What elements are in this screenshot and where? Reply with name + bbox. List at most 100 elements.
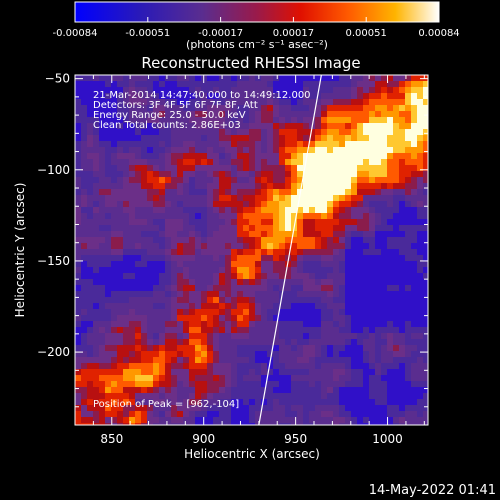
heatmap-cell: [135, 357, 141, 363]
heatmap-cell: [393, 141, 399, 147]
heatmap-cell: [153, 279, 159, 285]
colorbar-units: (photons cm⁻² s⁻¹ asec⁻²): [186, 38, 328, 51]
heatmap-cell: [369, 231, 375, 237]
heatmap-cell: [99, 75, 105, 81]
heatmap-cell: [273, 357, 279, 363]
heatmap-cell: [363, 255, 369, 261]
heatmap-cell: [369, 309, 375, 315]
heatmap-cell: [237, 171, 243, 177]
heatmap-cell: [351, 375, 357, 381]
heatmap-cell: [207, 399, 213, 405]
heatmap-cell: [105, 207, 111, 213]
heatmap-cell: [123, 309, 129, 315]
heatmap-cell: [357, 411, 363, 417]
heatmap-cell: [177, 231, 183, 237]
chart-title: Reconstructed RHESSI Image: [141, 54, 360, 72]
heatmap-cell: [327, 417, 333, 423]
heatmap-cell: [87, 369, 93, 375]
heatmap-cell: [291, 105, 297, 111]
heatmap-cell: [159, 357, 165, 363]
heatmap-cell: [405, 411, 411, 417]
heatmap-cell: [285, 249, 291, 255]
heatmap-cell: [183, 81, 189, 87]
heatmap-cell: [297, 363, 303, 369]
heatmap-cell: [267, 135, 273, 141]
heatmap-cell: [213, 387, 219, 393]
heatmap-cell: [369, 219, 375, 225]
heatmap-cell: [255, 201, 261, 207]
heatmap-cell: [333, 273, 339, 279]
heatmap-cell: [375, 291, 381, 297]
heatmap-cell: [273, 243, 279, 249]
heatmap-cell: [261, 99, 267, 105]
heatmap-cell: [423, 327, 428, 333]
heatmap-cell: [165, 171, 171, 177]
heatmap-cell: [357, 237, 363, 243]
heatmap-cell: [225, 387, 231, 393]
heatmap-cell: [183, 321, 189, 327]
heatmap-cell: [321, 387, 327, 393]
heatmap-cell: [249, 171, 255, 177]
heatmap-cell: [105, 369, 111, 375]
heatmap-cell: [273, 303, 279, 309]
heatmap-cell: [387, 105, 393, 111]
heatmap-cell: [297, 243, 303, 249]
heatmap-cell: [279, 183, 285, 189]
heatmap-cell: [105, 267, 111, 273]
heatmap-cell: [189, 117, 195, 123]
heatmap-cell: [129, 285, 135, 291]
heatmap-cell: [333, 381, 339, 387]
heatmap-cell: [315, 411, 321, 417]
heatmap-cell: [105, 393, 111, 399]
heatmap-cell: [129, 111, 135, 117]
heatmap-cell: [243, 171, 249, 177]
heatmap-cell: [339, 183, 345, 189]
heatmap-cell: [219, 417, 225, 423]
heatmap-cell: [279, 363, 285, 369]
heatmap-cell: [243, 351, 249, 357]
heatmap-cell: [243, 183, 249, 189]
heatmap-cell: [393, 201, 399, 207]
heatmap-cell: [393, 129, 399, 135]
heatmap-cell: [303, 399, 309, 405]
heatmap-cell: [87, 87, 93, 93]
heatmap-cell: [279, 147, 285, 153]
heatmap-cell: [387, 333, 393, 339]
heatmap-cell: [375, 369, 381, 375]
heatmap-cell: [183, 417, 189, 423]
heatmap-cell: [165, 213, 171, 219]
heatmap-cell: [237, 363, 243, 369]
heatmap-cell: [177, 267, 183, 273]
heatmap-cell: [411, 147, 417, 153]
heatmap-cell: [303, 351, 309, 357]
heatmap-cell: [231, 153, 237, 159]
heatmap-cell: [363, 279, 369, 285]
heatmap-cell: [153, 381, 159, 387]
heatmap-cell: [303, 147, 309, 153]
heatmap-cell: [405, 225, 411, 231]
heatmap-cell: [291, 147, 297, 153]
heatmap-cell: [399, 105, 405, 111]
colorbar-tick-label: -0.00017: [198, 28, 243, 39]
heatmap-cell: [297, 219, 303, 225]
heatmap-cell: [225, 399, 231, 405]
heatmap-cell: [339, 225, 345, 231]
heatmap-cell: [423, 93, 428, 99]
heatmap-cell: [165, 303, 171, 309]
heatmap-cell: [159, 81, 165, 87]
heatmap-cell: [261, 87, 267, 93]
heatmap-cell: [351, 333, 357, 339]
heatmap-cell: [423, 267, 428, 273]
heatmap-cell: [375, 135, 381, 141]
heatmap-cell: [279, 411, 285, 417]
heatmap-cell: [99, 381, 105, 387]
heatmap-cell: [279, 273, 285, 279]
heatmap-cell: [285, 231, 291, 237]
heatmap-cell: [417, 177, 423, 183]
heatmap-cell: [153, 285, 159, 291]
heatmap-cell: [381, 147, 387, 153]
heatmap-cell: [123, 345, 129, 351]
heatmap-cell: [207, 153, 213, 159]
heatmap-cell: [267, 249, 273, 255]
heatmap-cell: [123, 333, 129, 339]
